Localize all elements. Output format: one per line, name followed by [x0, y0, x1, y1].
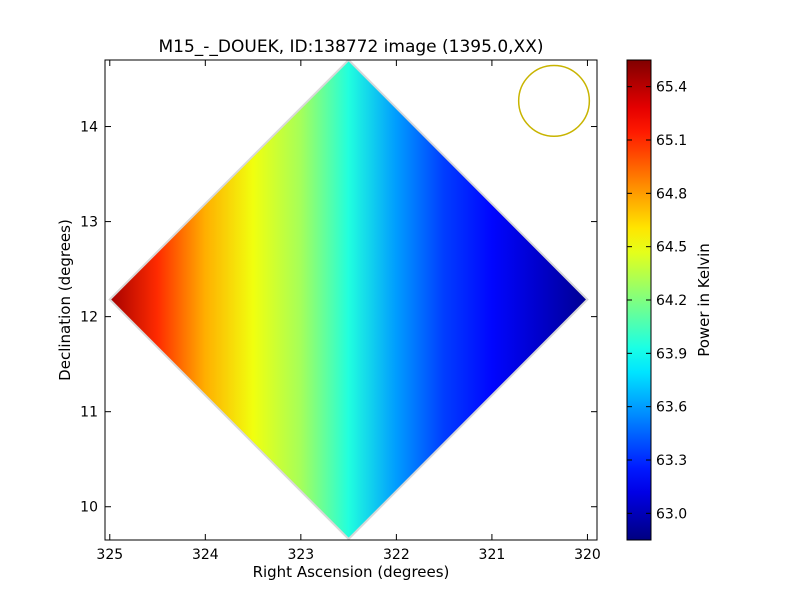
colorbar-tick-label: 63.3 — [656, 453, 687, 469]
colorbar-tick-label: 64.2 — [656, 293, 687, 309]
y-tick-label: 11 — [80, 405, 98, 421]
y-axis-ticks: 10 11 12 13 14 — [80, 120, 597, 516]
sky-map-region — [108, 60, 589, 540]
colorbar-tick-label: 63.6 — [656, 400, 687, 416]
colorbar-ticks: 63.0 63.3 63.6 63.9 64.2 64.5 64.8 65.1 65.4 — [627, 80, 687, 522]
colorbar-tick-label: 63.9 — [656, 346, 687, 362]
x-axis-ticks: 325 324 323 322 321 320 — [96, 60, 601, 563]
y-tick-label: 13 — [80, 215, 98, 231]
x-tick-label: 322 — [383, 547, 410, 563]
colorbar-tick-label: 65.4 — [656, 80, 687, 96]
y-tick-label: 10 — [80, 500, 98, 516]
colorbar-label: Power in Kelvin — [695, 243, 713, 357]
y-axis-label: Declination (degrees) — [56, 219, 74, 381]
x-axis-label: Right Ascension (degrees) — [253, 563, 450, 581]
colorbar-tick-label: 64.8 — [656, 186, 687, 202]
colorbar-tick-label: 65.1 — [656, 133, 687, 149]
y-tick-label: 14 — [80, 120, 98, 136]
plot-frame — [104, 59, 598, 541]
x-tick-label: 320 — [574, 547, 601, 563]
x-tick-label: 323 — [287, 547, 314, 563]
colorbar-tick-label: 64.5 — [656, 240, 687, 256]
beam-circle — [517, 64, 591, 137]
y-tick-label: 12 — [80, 310, 98, 326]
x-tick-label: 325 — [96, 547, 123, 563]
chart-title: M15_-_DOUEK, ID:138772 image (1395.0,XX) — [159, 37, 544, 57]
colorbar-tick-label: 63.0 — [656, 506, 687, 522]
x-tick-label: 321 — [479, 547, 506, 563]
x-tick-label: 324 — [192, 547, 219, 563]
